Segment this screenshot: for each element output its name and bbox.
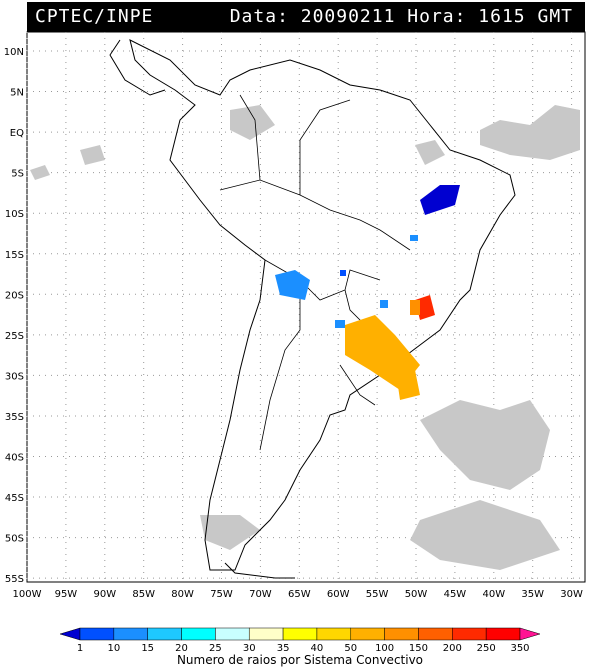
color-legend: 1 10 15 20 25 30 35 40 50 100 150 200 250 350: [59, 627, 541, 654]
lon-label: 70W: [249, 589, 272, 600]
lat-label: 20S: [5, 290, 24, 301]
lat-label: 10S: [5, 209, 24, 220]
legend-swatch: [181, 627, 216, 641]
lon-label: 75W: [210, 589, 233, 600]
legend-tick-label: 30: [243, 643, 256, 654]
lon-label: 35W: [521, 589, 544, 600]
lat-label: 35S: [5, 412, 24, 423]
legend-arrow-left: [59, 627, 81, 641]
cloud-cover: [30, 105, 580, 570]
legend-tick-label: 250: [477, 643, 496, 654]
legend-swatch: [215, 627, 250, 641]
lon-label: 80W: [171, 589, 194, 600]
legend-arrow-right: [519, 627, 541, 641]
map-header: CPTEC/INPE Data: 20090211 Hora: 1615 GMT: [27, 2, 585, 32]
legend-swatch: [79, 627, 115, 641]
lat-label: 55S: [5, 574, 24, 585]
legend-swatch: [282, 627, 318, 641]
lon-label: 60W: [327, 589, 350, 600]
legend-tick-label: 200: [443, 643, 462, 654]
legend-tick-label: 10: [107, 643, 120, 654]
lat-label: 30S: [5, 371, 24, 382]
legend-tick-label: 1: [77, 643, 83, 654]
legend-swatch: [113, 627, 148, 641]
legend-tick-label: 35: [277, 643, 290, 654]
lon-label: 95W: [55, 589, 78, 600]
lat-label: 5N: [10, 88, 24, 99]
lon-label: 65W: [288, 589, 311, 600]
legend-swatch: [316, 627, 352, 641]
coastline: [109, 39, 516, 579]
lat-label: 45S: [5, 493, 24, 504]
legend-swatch: [485, 627, 521, 641]
legend-swatch: [248, 627, 284, 641]
legend-swatch: [452, 627, 487, 641]
legend-tick-label: 15: [141, 643, 154, 654]
lon-label: 85W: [132, 589, 155, 600]
legend-swatch: [384, 627, 419, 641]
lon-label: 100W: [13, 589, 42, 600]
lat-label: 10N: [4, 47, 24, 58]
legend-tick-label: 20: [175, 643, 188, 654]
legend-swatch: [350, 627, 385, 641]
lon-label: 30W: [560, 589, 583, 600]
lat-label: 15S: [5, 250, 24, 261]
legend-tick-label: 350: [510, 643, 529, 654]
lon-label: 45W: [444, 589, 467, 600]
lat-label: 50S: [5, 534, 24, 545]
lat-label: 5S: [11, 169, 24, 180]
legend-swatch: [147, 627, 182, 641]
convective-systems: [275, 185, 460, 400]
lon-label: 40W: [482, 589, 505, 600]
legend-tick-label: 25: [209, 643, 222, 654]
datetime-label: Data: 20090211 Hora: 1615 GMT: [229, 6, 573, 27]
map-frame: [26, 31, 586, 583]
latitude-labels: 10N 5N EQ 5S 10S 15S 20S 25S 30S 35S 40S 45S 50S 55S: [4, 47, 24, 585]
lat-label: EQ: [10, 128, 24, 139]
longitude-labels: 100W 95W 90W 85W 80W 75W 70W 65W 60W 55W 50W 45W 40W…: [13, 589, 584, 600]
lat-label: 25S: [5, 331, 24, 342]
legend-swatch: [418, 627, 453, 641]
source-label: CPTEC/INPE: [35, 6, 154, 27]
legend-tick-label: 40: [311, 643, 324, 654]
lon-label: 55W: [366, 589, 389, 600]
legend-tick-label: 150: [409, 643, 428, 654]
legend-tick-label: 100: [375, 643, 394, 654]
legend-tick-label: 50: [344, 643, 357, 654]
legend-title: Numero de raios por Sistema Convectivo: [176, 653, 424, 667]
lon-label: 50W: [405, 589, 428, 600]
lat-label: 40S: [5, 453, 24, 464]
lon-label: 90W: [93, 589, 116, 600]
